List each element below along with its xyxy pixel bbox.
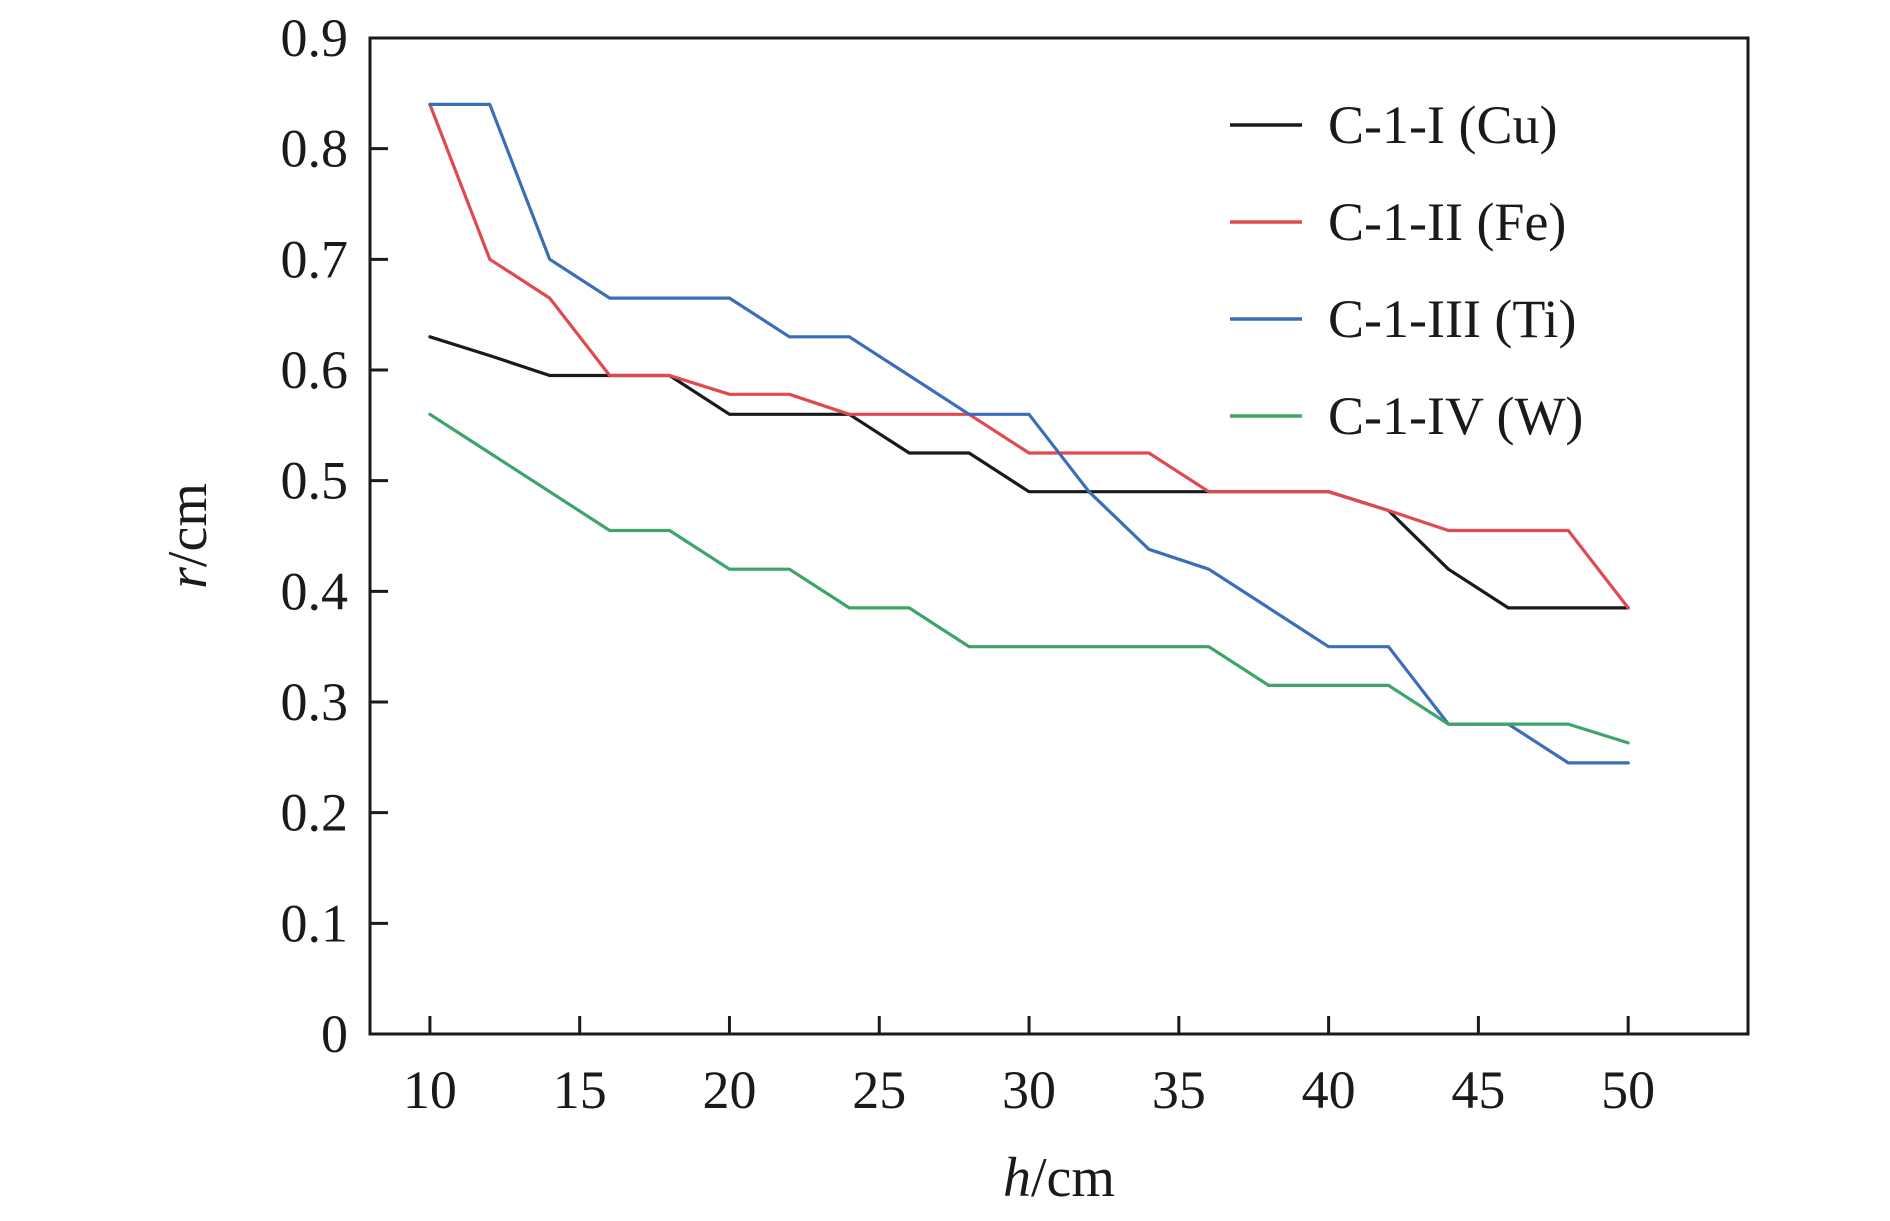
x-axis-label: h/cm bbox=[1003, 1147, 1115, 1209]
x-axis: 10 15 20 25 30 35 40 45 50 bbox=[403, 1016, 1655, 1120]
x-tick-label: 35 bbox=[1152, 1060, 1206, 1120]
y-tick-label: 0.2 bbox=[281, 783, 349, 843]
y-axis: 0 0.1 0.2 0.3 0.4 0.5 0.6 0.7 0.8 0.9 bbox=[281, 8, 388, 1064]
y-axis-label: r/cm bbox=[157, 483, 219, 589]
series-line-1 bbox=[428, 335, 1630, 610]
y-tick-label: 0.7 bbox=[281, 229, 349, 289]
y-tick-label: 0.6 bbox=[281, 340, 349, 400]
y-tick-label: 0.9 bbox=[281, 8, 349, 68]
series-line-2 bbox=[428, 102, 1630, 610]
x-axis-unit: /cm bbox=[1031, 1147, 1115, 1209]
x-tick-label: 10 bbox=[403, 1060, 457, 1120]
y-tick-label: 0 bbox=[321, 1004, 348, 1064]
x-tick-label: 25 bbox=[852, 1060, 906, 1120]
x-tick-label: 15 bbox=[553, 1060, 607, 1120]
x-tick-label: 20 bbox=[702, 1060, 756, 1120]
x-tick-label: 30 bbox=[1002, 1060, 1056, 1120]
x-axis-variable: h bbox=[1003, 1147, 1031, 1209]
y-tick-label: 0.4 bbox=[281, 561, 349, 621]
legend: C-1-I (Cu) C-1-II (Fe) C-1-III (Ti) C-1-IV … bbox=[1230, 95, 1583, 446]
y-axis-unit: /cm bbox=[157, 483, 219, 567]
y-tick-label: 0.8 bbox=[281, 119, 349, 179]
y-tick-label: 0.5 bbox=[281, 451, 349, 511]
series-line-3 bbox=[428, 102, 1630, 765]
plot-frame bbox=[368, 36, 1750, 1036]
legend-label: C-1-I (Cu) bbox=[1328, 95, 1557, 155]
series-lines bbox=[428, 102, 1630, 765]
y-tick-label: 0.1 bbox=[281, 893, 349, 953]
x-tick-label: 45 bbox=[1451, 1060, 1505, 1120]
legend-label: C-1-IV (W) bbox=[1328, 386, 1583, 446]
series-line-4 bbox=[428, 412, 1630, 745]
x-tick-label: 40 bbox=[1302, 1060, 1356, 1120]
y-axis-variable: r bbox=[157, 567, 219, 589]
legend-label: C-1-II (Fe) bbox=[1328, 192, 1566, 252]
legend-label: C-1-III (Ti) bbox=[1328, 289, 1576, 349]
y-tick-label: 0.3 bbox=[281, 672, 349, 732]
x-tick-label: 50 bbox=[1601, 1060, 1655, 1120]
